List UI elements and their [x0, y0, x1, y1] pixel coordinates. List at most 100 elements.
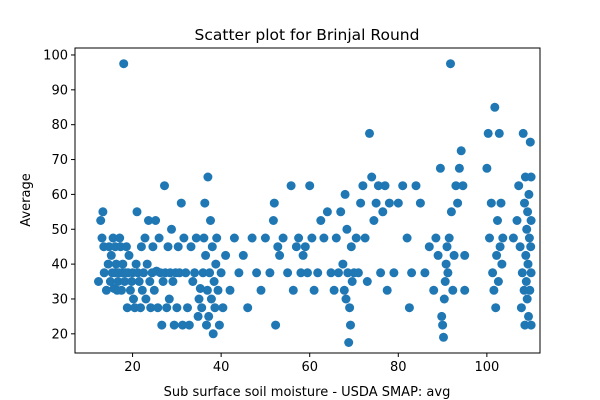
scatter-point [454, 163, 464, 173]
scatter-point [296, 268, 306, 278]
scatter-point [371, 198, 381, 208]
scatter-point [367, 172, 377, 182]
scatter-point [492, 250, 502, 260]
scatter-point [252, 268, 262, 278]
scatter-point [194, 294, 204, 304]
scatter-point [144, 216, 153, 225]
scatter-point [365, 128, 374, 138]
x-tick-label: 20 [124, 360, 141, 375]
scatter-point [309, 285, 319, 295]
x-axis: 20 40 60 80 100 [124, 353, 499, 375]
scatter-point [243, 303, 253, 313]
scatter-point [121, 242, 131, 252]
scatter-point [275, 250, 285, 260]
scatter-point [497, 259, 507, 269]
scatter-point [411, 181, 421, 191]
scatter-point [458, 181, 468, 191]
scatter-point [149, 285, 159, 295]
scatter-point [186, 242, 196, 252]
scatter-point [523, 207, 533, 217]
scatter-point [136, 242, 146, 252]
scatter-point [212, 233, 222, 243]
scatter-point [131, 259, 141, 269]
scatter-point [520, 320, 530, 330]
scatter-point [271, 320, 281, 330]
scatter-point [407, 268, 417, 278]
scatter-point [393, 198, 403, 208]
scatter-point [491, 303, 501, 313]
scatter-point [360, 233, 370, 243]
x-tick-label: 40 [213, 360, 230, 375]
scatter-point [334, 268, 343, 278]
scatter-point [420, 268, 430, 278]
y-tick-label: 20 [51, 327, 68, 342]
scatter-point [316, 216, 326, 225]
scatter-point [176, 198, 186, 208]
scatter-point [449, 250, 459, 260]
scatter-point [172, 303, 182, 313]
scatter-point [343, 268, 353, 278]
scatter-point [148, 242, 158, 252]
scatter-point [97, 233, 107, 243]
scatter-point [99, 268, 109, 278]
scatter-point [162, 303, 172, 313]
scatter-point [283, 268, 293, 278]
scatter-point [493, 277, 503, 286]
scatter-point [106, 250, 116, 260]
scatter-point [442, 242, 452, 252]
y-axis-label: Average [19, 173, 34, 226]
scatter-point [273, 242, 283, 252]
scatter-point [378, 207, 388, 217]
scatter-point [488, 268, 498, 278]
scatter-point [265, 268, 275, 278]
y-axis: 20 30 40 50 60 70 80 90 100 [43, 48, 75, 342]
scatter-point [202, 285, 212, 295]
scatter-point [522, 224, 532, 234]
scatter-point [208, 329, 218, 339]
scatter-point [514, 181, 524, 191]
scatter-point [118, 259, 128, 269]
scatter-point [202, 320, 211, 330]
y-tick-label: 90 [51, 83, 68, 98]
scatter-point [453, 198, 463, 208]
scatter-point [389, 268, 399, 278]
scatter-point [517, 268, 527, 278]
scatter-point [234, 268, 244, 278]
scatter-point [493, 216, 502, 225]
scatter-point [522, 294, 532, 304]
scatter-point [191, 233, 201, 243]
scatter-point [382, 285, 392, 295]
scatter-point [443, 268, 453, 278]
scatter-point [119, 59, 129, 69]
y-tick-label: 80 [51, 118, 68, 133]
scatter-point [523, 259, 533, 269]
scatter-point [313, 268, 323, 278]
scatter-point [341, 294, 351, 304]
scatter-point [213, 285, 223, 295]
scatter-point [256, 285, 266, 295]
scatter-point [103, 259, 113, 269]
plot-frame [74, 47, 541, 354]
x-tick-label: 60 [301, 360, 318, 375]
scatter-point [526, 268, 536, 278]
scatter-point [206, 216, 215, 225]
scatter-point [440, 277, 450, 286]
scatter-point [124, 250, 134, 260]
scatter-point [247, 233, 257, 243]
scatter-point [351, 233, 361, 243]
scatter-point [485, 233, 494, 243]
scatter-point [433, 250, 443, 260]
scatter-point [495, 242, 505, 252]
scatter-point [339, 285, 349, 295]
scatter-point [526, 172, 536, 182]
scatter-point [520, 198, 529, 208]
scatter-point [205, 268, 215, 278]
scatter-point [524, 189, 534, 199]
scatter-point [424, 242, 434, 252]
y-tick-label: 100 [43, 48, 68, 63]
scatter-point [260, 233, 270, 243]
scatter-point [362, 277, 372, 286]
scatter-point [210, 303, 220, 313]
scatter-point [435, 163, 445, 173]
